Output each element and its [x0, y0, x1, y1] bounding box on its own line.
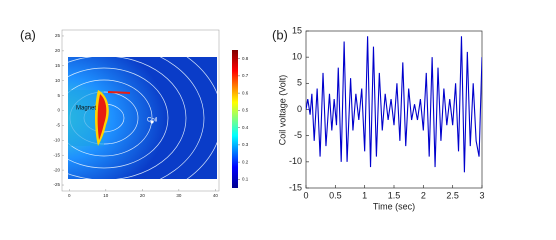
y-tick-label: -20: [53, 167, 60, 172]
y-tick-label: 0: [57, 108, 60, 113]
y-tick-label: -5: [56, 123, 60, 128]
x-tick-label: 1.5: [388, 190, 401, 200]
colorbar-tick-label: 0.8: [242, 56, 249, 61]
colorbar-tick-label: 0.4: [242, 125, 249, 130]
y-tick-label: 15: [55, 63, 61, 68]
colorbar-tick-label: 0.3: [242, 142, 249, 147]
field-image: [68, 57, 217, 179]
y-tick-label: -10: [289, 156, 302, 166]
x-tick-label: 3: [479, 190, 484, 200]
x-tick-label: 40: [213, 193, 219, 198]
x-tick-label: 0.5: [329, 190, 342, 200]
line-series: [306, 36, 482, 173]
y-tick-label: 15: [292, 25, 302, 35]
y-axis-label: Coil voltage (Volt): [277, 75, 287, 146]
y-tick-label: 5: [57, 93, 60, 98]
x-tick-label: 30: [176, 193, 182, 198]
y-tick-label: 10: [292, 52, 302, 62]
annotation: Magnet: [76, 106, 96, 112]
x-tick-label: 2.5: [446, 190, 459, 200]
y-tick-label: 25: [55, 33, 61, 38]
x-axis-label: Time (sec): [373, 201, 415, 211]
x-tick-label: 10: [103, 193, 109, 198]
panel-label: (b): [272, 27, 288, 42]
x-tick-label: 0: [303, 190, 308, 200]
y-tick-label: -5: [294, 130, 302, 140]
x-tick-label: 0: [68, 193, 71, 198]
colorbar: [232, 50, 238, 188]
panel-label: (a): [20, 27, 36, 42]
x-tick-label: 20: [140, 193, 146, 198]
colorbar-tick-label: 0.2: [242, 159, 249, 164]
colorbar-tick-label: 0.7: [242, 73, 249, 78]
y-tick-label: -25: [53, 182, 60, 187]
x-tick-label: 1: [362, 190, 367, 200]
y-tick-label: 20: [55, 48, 61, 53]
figure: (a) (b) Magnet Coil Time (sec) Coil volt…: [20, 25, 485, 211]
y-tick-label: -10: [53, 138, 60, 143]
y-tick-label: -15: [53, 152, 60, 157]
colorbar-tick-label: 0.6: [242, 90, 249, 95]
axes-frame: [305, 30, 483, 189]
y-tick-label: 10: [55, 78, 61, 83]
colorbar-tick-label: 0.1: [242, 177, 249, 182]
x-tick-label: 2: [421, 190, 426, 200]
y-tick-label: 0: [297, 104, 302, 114]
colorbar-tick-label: 0.5: [242, 108, 249, 113]
y-tick-label: 5: [297, 78, 302, 88]
annotation: Coil: [147, 118, 157, 124]
y-tick-label: -15: [289, 182, 302, 192]
